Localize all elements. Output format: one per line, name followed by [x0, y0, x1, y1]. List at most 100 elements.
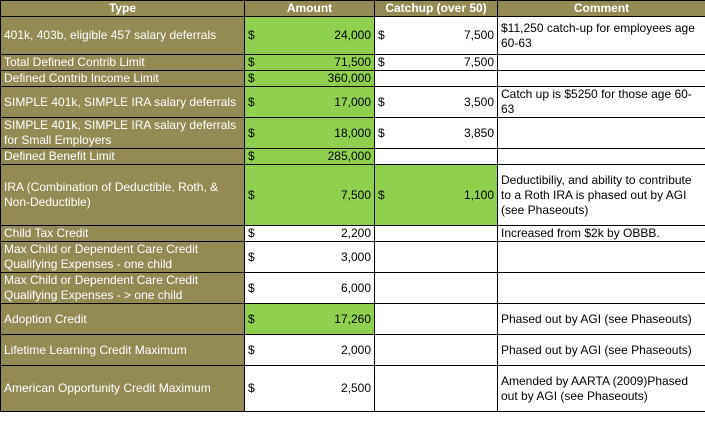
cell-catchup[interactable]: $7,500 — [374, 54, 498, 71]
currency-symbol: $ — [248, 249, 255, 264]
cell-type[interactable]: SIMPLE 401k, SIMPLE IRA salary deferrals… — [0, 117, 245, 149]
amount-number: 71,500 — [334, 55, 371, 70]
currency-symbol: $ — [378, 28, 385, 42]
currency-symbol: $ — [248, 94, 255, 109]
table-row: Adoption Credit $17,260 Phased out by AGI … — [0, 303, 705, 335]
cell-amount[interactable]: $7,500 — [244, 164, 375, 226]
catchup-number: 3,500 — [463, 94, 494, 109]
amount-number: 24,000 — [334, 28, 371, 42]
cell-type[interactable]: Max Child or Dependent Care Credit Quali… — [0, 241, 245, 273]
cell-amount[interactable]: $360,000 — [244, 70, 375, 87]
amount-value: $2,000 — [248, 343, 371, 358]
catchup-number: 7,500 — [463, 55, 494, 70]
cell-type[interactable]: Adoption Credit — [0, 303, 245, 335]
cell-comment[interactable]: Deductibiliy, and ability to contribute … — [497, 164, 705, 226]
cell-comment[interactable]: $11,250 catch-up for employees age 60-63 — [497, 16, 705, 55]
table-row: Defined Contrib Income Limit $360,000 — [0, 70, 705, 87]
currency-symbol: $ — [378, 55, 385, 70]
cell-amount[interactable]: $24,000 — [244, 16, 375, 55]
cell-amount[interactable]: $71,500 — [244, 54, 375, 71]
header-comment[interactable]: Comment — [497, 0, 705, 17]
cell-catchup[interactable]: $3,850 — [374, 117, 498, 149]
currency-symbol: $ — [248, 311, 255, 326]
header-catchup[interactable]: Catchup (over 50) — [374, 0, 498, 17]
cell-catchup[interactable]: $1,100 — [374, 164, 498, 226]
cell-catchup[interactable] — [374, 334, 498, 366]
cell-amount[interactable]: $2,000 — [244, 334, 375, 366]
cell-comment[interactable]: Phased out by AGI (see Phaseouts) — [497, 303, 705, 335]
cell-type[interactable]: Defined Benefit Limit — [0, 148, 245, 165]
cell-catchup[interactable] — [374, 148, 498, 165]
cell-catchup[interactable] — [374, 272, 498, 304]
header-type[interactable]: Type — [0, 0, 245, 17]
amount-value: $6,000 — [248, 281, 371, 296]
cell-catchup[interactable] — [374, 303, 498, 335]
amount-value: $71,500 — [248, 55, 371, 70]
limits-table: Type Amount Catchup (over 50) Comment 40… — [0, 0, 705, 412]
cell-catchup[interactable] — [374, 225, 498, 242]
cell-type[interactable]: 401k, 403b, eligible 457 salary deferral… — [0, 16, 245, 55]
cell-type[interactable]: Defined Contrib Income Limit — [0, 70, 245, 87]
table-row: 401k, 403b, eligible 457 salary deferral… — [0, 16, 705, 55]
amount-number: 3,000 — [340, 249, 371, 264]
catchup-number: 1,100 — [463, 187, 494, 202]
cell-comment[interactable] — [497, 241, 705, 273]
cell-type[interactable]: Max Child or Dependent Care Credit Quali… — [0, 272, 245, 304]
cell-amount[interactable]: $2,200 — [244, 225, 375, 242]
currency-symbol: $ — [248, 125, 255, 140]
currency-symbol: $ — [248, 342, 255, 357]
amount-value: $7,500 — [248, 188, 371, 203]
cell-type[interactable]: American Opportunity Credit Maximum — [0, 365, 245, 412]
cell-catchup[interactable] — [374, 241, 498, 273]
table-row: American Opportunity Credit Maximum $2,50… — [0, 365, 705, 412]
cell-type[interactable]: Total Defined Contrib Limit — [0, 54, 245, 71]
cell-comment[interactable] — [497, 148, 705, 165]
currency-symbol: $ — [248, 71, 255, 86]
table-row: SIMPLE 401k, SIMPLE IRA salary deferrals… — [0, 86, 705, 118]
cell-type[interactable]: IRA (Combination of Deductible, Roth, & … — [0, 164, 245, 226]
cell-amount[interactable]: $3,000 — [244, 241, 375, 273]
amount-value: $24,000 — [248, 28, 371, 43]
cell-catchup[interactable] — [374, 365, 498, 412]
currency-symbol: $ — [248, 187, 255, 202]
amount-value: $3,000 — [248, 250, 371, 265]
amount-number: 2,200 — [340, 226, 371, 241]
cell-catchup[interactable]: $7,500 — [374, 16, 498, 55]
cell-amount[interactable]: $2,500 — [244, 365, 375, 412]
cell-comment[interactable]: Catch up is $5250 for those age 60-63 — [497, 86, 705, 118]
amount-number: 17,260 — [334, 311, 371, 326]
cell-amount[interactable]: $285,000 — [244, 148, 375, 165]
table-row: Max Child or Dependent Care Credit Quali… — [0, 272, 705, 304]
catchup-value: $7,500 — [378, 28, 494, 43]
cell-catchup[interactable]: $3,500 — [374, 86, 498, 118]
currency-symbol: $ — [248, 55, 255, 70]
header-amount[interactable]: Amount — [244, 0, 375, 17]
cell-comment[interactable]: Amended by AARTA (2009)Phased out by AGI… — [497, 365, 705, 412]
amount-number: 2,000 — [340, 342, 371, 357]
amount-number: 17,000 — [334, 94, 371, 109]
currency-symbol: $ — [378, 94, 385, 109]
cell-type[interactable]: Lifetime Learning Credit Maximum — [0, 334, 245, 366]
cell-comment[interactable] — [497, 70, 705, 87]
amount-number: 2,500 — [340, 381, 371, 395]
cell-comment[interactable] — [497, 272, 705, 304]
cell-amount[interactable]: $17,000 — [244, 86, 375, 118]
currency-symbol: $ — [248, 381, 255, 395]
amount-value: $2,500 — [248, 381, 371, 396]
cell-amount[interactable]: $6,000 — [244, 272, 375, 304]
currency-symbol: $ — [248, 226, 255, 241]
cell-catchup[interactable] — [374, 70, 498, 87]
cell-amount[interactable]: $18,000 — [244, 117, 375, 149]
catchup-value: $1,100 — [378, 188, 494, 203]
table-row: Max Child or Dependent Care Credit Quali… — [0, 241, 705, 273]
cell-type[interactable]: Child Tax Credit — [0, 225, 245, 242]
cell-type[interactable]: SIMPLE 401k, SIMPLE IRA salary deferrals — [0, 86, 245, 118]
cell-comment[interactable]: Increased from $2k by OBBB. — [497, 225, 705, 242]
currency-symbol: $ — [378, 125, 385, 140]
cell-comment[interactable] — [497, 54, 705, 71]
catchup-value: $3,850 — [378, 126, 494, 141]
cell-comment[interactable] — [497, 117, 705, 149]
cell-comment[interactable]: Phased out by AGI (see Phaseouts) — [497, 334, 705, 366]
cell-amount[interactable]: $17,260 — [244, 303, 375, 335]
amount-value: $285,000 — [248, 150, 371, 164]
